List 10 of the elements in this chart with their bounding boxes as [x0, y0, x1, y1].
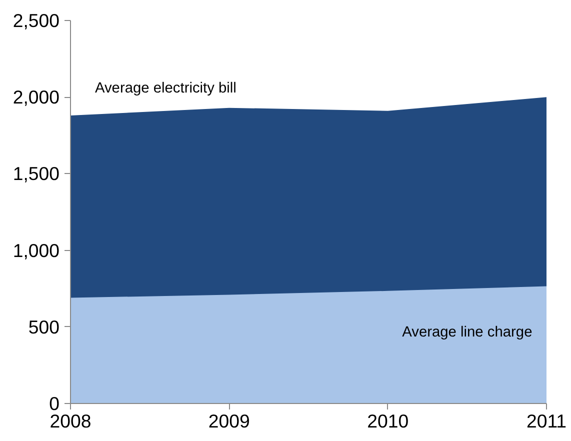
y-tick-label: 500: [28, 316, 60, 338]
series-label: Average line charge: [402, 324, 532, 340]
x-tick-label: 2011: [526, 410, 567, 432]
y-tick-label: 1,500: [12, 163, 60, 184]
y-tick-label: 2,000: [12, 86, 60, 108]
y-tick-label: 2,500: [12, 10, 60, 31]
x-tick-label: 2010: [367, 410, 409, 432]
x-tick-label: 2009: [208, 410, 250, 432]
y-tick-label: 1,000: [12, 240, 60, 261]
series-label: Average electricity bill: [94, 80, 236, 97]
